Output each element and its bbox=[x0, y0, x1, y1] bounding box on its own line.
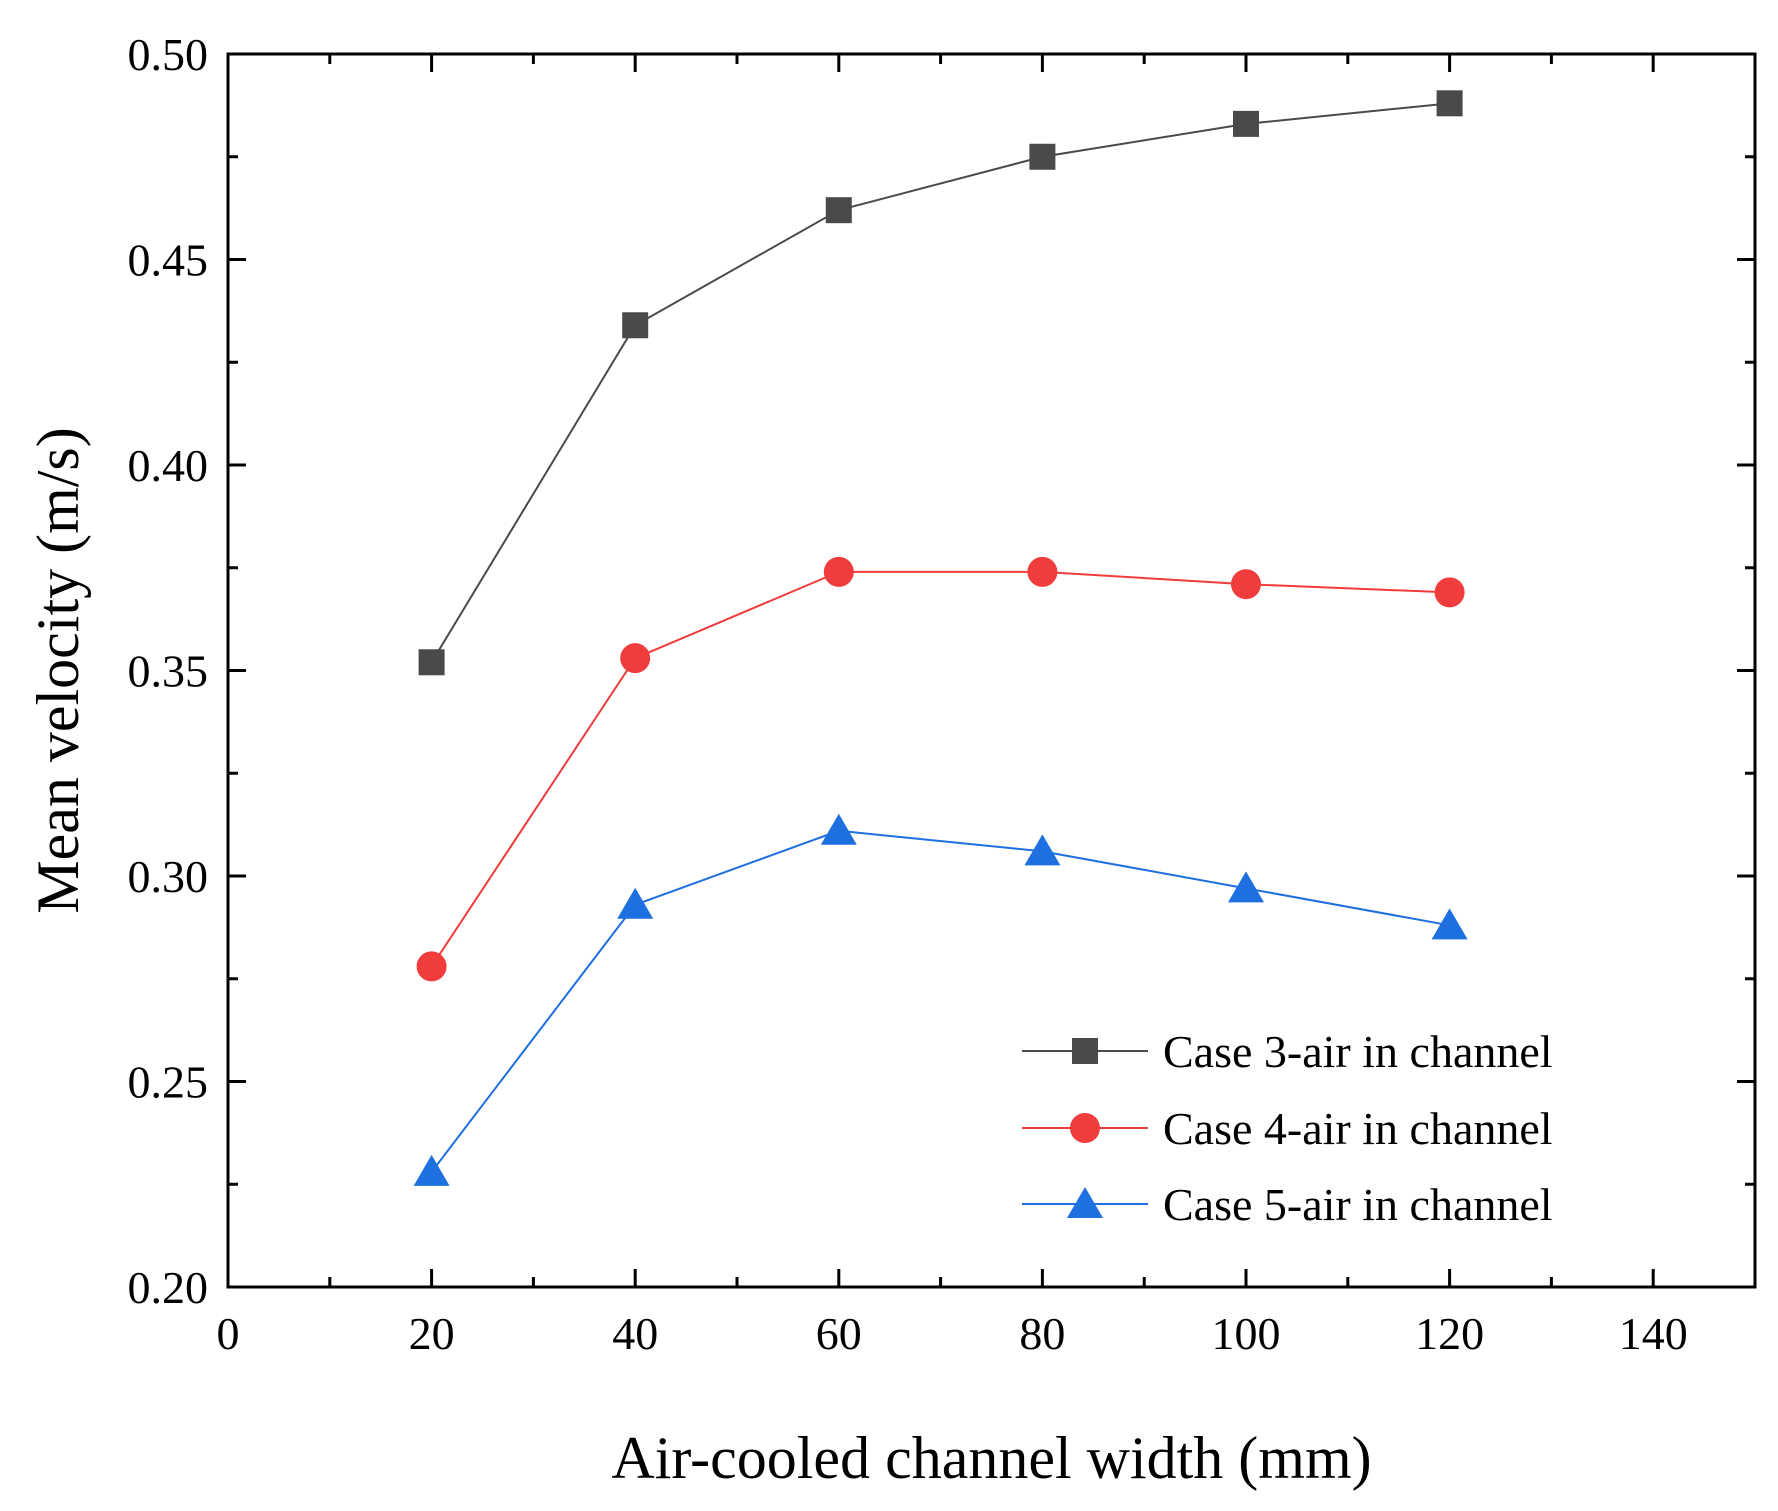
y-tick-label: 0.35 bbox=[128, 646, 209, 697]
data-point bbox=[1233, 110, 1259, 137]
legend-label: Case 3-air in channel bbox=[1163, 1026, 1553, 1077]
data-point bbox=[620, 643, 651, 674]
series-1 bbox=[418, 90, 1463, 676]
data-point bbox=[617, 887, 654, 919]
data-point bbox=[1434, 577, 1465, 608]
y-axis-title: Mean velocity (m/s) bbox=[25, 427, 91, 914]
x-tick-label: 140 bbox=[1619, 1308, 1688, 1359]
series-line bbox=[430, 102, 1450, 663]
x-tick-label: 40 bbox=[612, 1308, 658, 1359]
series-layer bbox=[413, 90, 1468, 1186]
x-axis-title: Air-cooled channel width (mm) bbox=[611, 1425, 1371, 1491]
x-tick-label: 80 bbox=[1019, 1308, 1065, 1359]
data-point bbox=[413, 1154, 450, 1186]
data-point bbox=[1431, 908, 1468, 940]
data-point bbox=[418, 649, 445, 676]
data-point bbox=[820, 813, 857, 845]
data-point bbox=[1228, 871, 1264, 903]
data-point bbox=[1024, 834, 1061, 866]
y-tick-label: 0.25 bbox=[128, 1057, 209, 1108]
y-tick-label: 0.50 bbox=[128, 29, 209, 80]
axis-ticks: 0 20 40 60 80 100 120 140 0.20 0.25 0.30 0.35 0.40 0.… bbox=[128, 29, 1757, 1359]
x-tick-label: 120 bbox=[1415, 1308, 1484, 1359]
legend-marker bbox=[1072, 1038, 1098, 1064]
legend-label: Case 4-air in channel bbox=[1163, 1103, 1553, 1154]
x-tick-label: 60 bbox=[816, 1308, 862, 1359]
x-tick-label: 0 bbox=[217, 1308, 240, 1359]
y-tick-label: 0.45 bbox=[128, 235, 209, 286]
legend-marker bbox=[1067, 1187, 1103, 1218]
y-tick-label: 0.40 bbox=[128, 440, 209, 491]
data-point bbox=[1027, 556, 1058, 587]
data-point bbox=[416, 951, 447, 982]
y-tick-label: 0.20 bbox=[128, 1262, 209, 1313]
series-2 bbox=[416, 556, 1465, 982]
y-tick-label: 0.30 bbox=[128, 851, 209, 902]
data-point bbox=[1436, 90, 1463, 117]
series-line bbox=[430, 570, 1450, 967]
legend: Case 3-air in channel Case 4-air in chann… bbox=[1022, 1026, 1553, 1230]
legend-item: Case 3-air in channel bbox=[1022, 1026, 1553, 1077]
x-tick-label: 20 bbox=[409, 1308, 455, 1359]
series-line bbox=[430, 829, 1450, 1173]
legend-item: Case 5-air in channel bbox=[1022, 1179, 1553, 1230]
x-tick-label: 100 bbox=[1212, 1308, 1281, 1359]
legend-label: Case 5-air in channel bbox=[1163, 1179, 1553, 1230]
data-point bbox=[622, 312, 649, 339]
data-point bbox=[823, 556, 854, 587]
legend-marker bbox=[1070, 1113, 1100, 1143]
data-point bbox=[1029, 143, 1056, 170]
series-3 bbox=[413, 813, 1468, 1186]
data-point bbox=[825, 197, 852, 224]
legend-item: Case 4-air in channel bbox=[1022, 1103, 1553, 1154]
data-point bbox=[1231, 569, 1261, 600]
